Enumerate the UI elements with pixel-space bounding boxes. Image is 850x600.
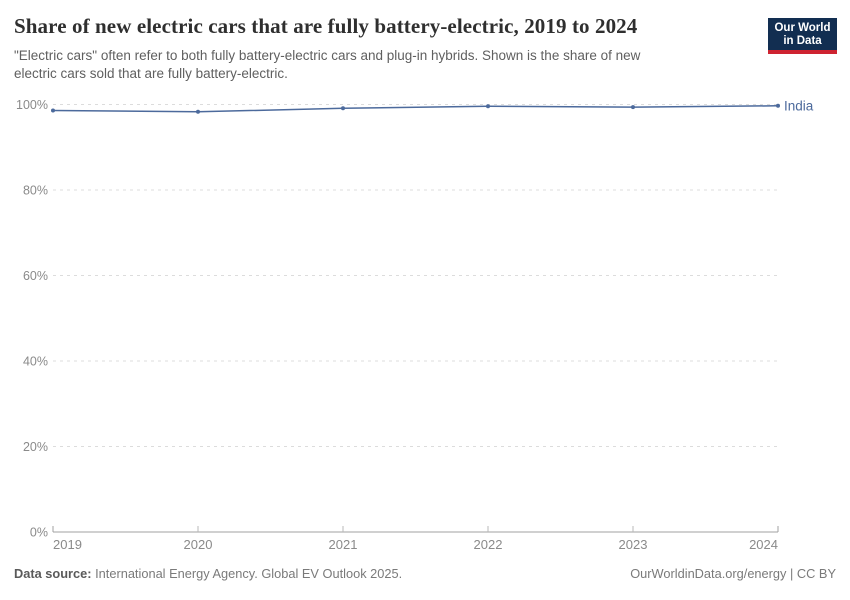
y-tick-label: 100% bbox=[16, 98, 48, 112]
owid-logo-text: Our World bbox=[774, 22, 831, 34]
data-source-text: International Energy Agency. Global EV O… bbox=[95, 566, 403, 581]
x-tick-label: 2022 bbox=[474, 537, 503, 552]
owid-logo: Our World in Data bbox=[768, 18, 837, 54]
chart-footer: Data source: International Energy Agency… bbox=[14, 566, 836, 586]
data-source-label: Data source: bbox=[14, 566, 92, 581]
subtitle-line: electric cars sold that are fully batter… bbox=[14, 65, 288, 81]
data-point bbox=[341, 106, 345, 111]
chart-subtitle: "Electric cars" often refer to both full… bbox=[14, 47, 744, 82]
data-point bbox=[196, 109, 200, 114]
y-tick-label: 20% bbox=[23, 440, 48, 454]
series-label: India bbox=[784, 98, 814, 113]
y-tick-label: 40% bbox=[23, 355, 48, 369]
x-tick-label: 2019 bbox=[53, 537, 82, 552]
data-point bbox=[631, 105, 635, 110]
y-tick-label: 60% bbox=[23, 269, 48, 283]
subtitle-line: "Electric cars" often refer to both full… bbox=[14, 48, 641, 63]
data-source: Data source: International Energy Agency… bbox=[14, 566, 402, 581]
x-tick-label: 2021 bbox=[329, 537, 358, 552]
data-point bbox=[776, 103, 780, 108]
y-tick-label: 80% bbox=[23, 184, 48, 198]
page-title: Share of new electric cars that are full… bbox=[14, 14, 638, 38]
data-point bbox=[486, 104, 490, 109]
attribution-link[interactable]: OurWorldinData.org/energy | CC BY bbox=[630, 566, 836, 581]
x-tick-label: 2020 bbox=[184, 537, 213, 552]
series-line bbox=[52, 105, 779, 113]
y-tick-label: 0% bbox=[30, 526, 48, 540]
data-point bbox=[51, 108, 55, 113]
owid-logo-text: in Data bbox=[783, 34, 822, 47]
x-tick-label: 2023 bbox=[619, 537, 648, 552]
x-tick-label: 2024 bbox=[749, 537, 778, 552]
